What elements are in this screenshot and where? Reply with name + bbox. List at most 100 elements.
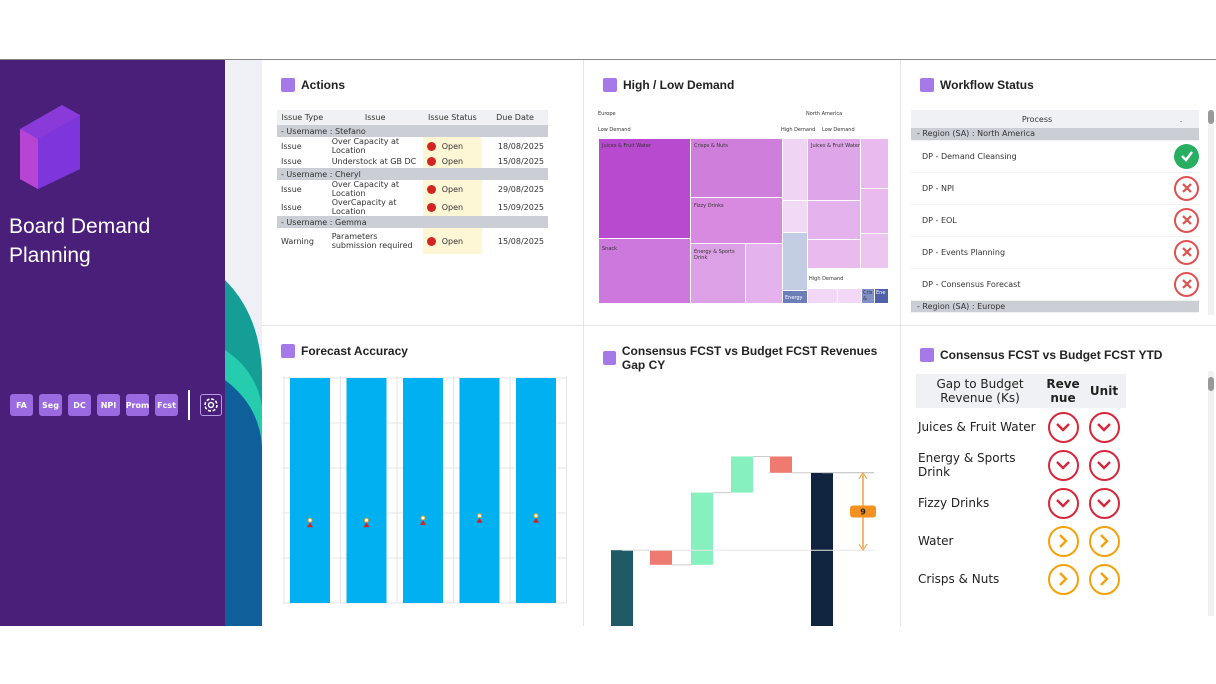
group-row[interactable]: - Username : Stefano — [277, 125, 548, 137]
tile-crisps[interactable]: Crisps & Nuts — [691, 139, 782, 197]
accuracy-bar — [459, 378, 500, 603]
table-row[interactable]: Juices & Fruit Water — [916, 408, 1126, 446]
table-row[interactable]: Crisps & Nuts — [916, 560, 1126, 598]
group-row[interactable]: - Username : Gemma — [277, 216, 548, 228]
tile[interactable] — [808, 240, 860, 268]
accuracy-chart — [282, 376, 567, 604]
waterfall-bar — [650, 550, 672, 565]
process-name: DP - Consensus Forecast — [911, 268, 1163, 301]
cell: Over Capacity at Location — [331, 180, 400, 198]
tile[interactable] — [783, 201, 807, 232]
chevron-down-icon — [1088, 411, 1120, 443]
table-row[interactable]: Issue Over Capacity at Location Open 18/08/… — [277, 137, 548, 155]
treemap: Europe North America Low Demand High Dem… — [598, 108, 888, 304]
panel-icon — [281, 78, 295, 92]
group-row[interactable]: - Region (SA) : North America — [911, 128, 1199, 141]
col-header[interactable]: Unit — [1082, 374, 1126, 408]
col-header[interactable]: Gap to Budget Revenue (Ks) — [916, 374, 1044, 408]
table-row[interactable]: Water — [916, 522, 1126, 560]
col-header[interactable]: Issue — [327, 110, 423, 125]
target-marker — [307, 517, 313, 523]
col-header[interactable]: . — [1163, 110, 1199, 128]
category-name: Fizzy Drinks — [918, 496, 990, 510]
tile[interactable] — [808, 289, 837, 303]
tile-na-ene[interactable]: Ene — [875, 289, 888, 303]
table-row[interactable]: DP - EOL — [911, 204, 1199, 237]
x-icon — [1174, 271, 1199, 297]
actual-marker — [533, 517, 539, 523]
group-row[interactable]: - Region (SA) : Europe — [911, 300, 1199, 313]
col-header[interactable]: Issue Status — [422, 110, 483, 125]
table-row[interactable]: Energy & Sports Drink — [916, 446, 1126, 484]
tile[interactable] — [838, 289, 861, 303]
dashboard: Board Demand Planning FA Seg DC NPI Prom… — [0, 59, 1216, 626]
tile[interactable] — [783, 139, 807, 200]
cell: 29/08/2025 — [497, 184, 544, 194]
cell: 15/08/2025 — [497, 236, 544, 246]
tile-energy-sports[interactable]: Energy & Sports Drink — [691, 244, 745, 303]
tile-na-juices[interactable]: Juices & Fruit Water — [808, 139, 860, 200]
table-row[interactable]: Issue OverCapacity at Location Open 15/09/2… — [277, 198, 548, 216]
actual-marker — [420, 520, 426, 525]
accuracy-panel: Forecast Accuracy — [262, 326, 584, 626]
col-header[interactable]: Reve nue — [1044, 374, 1082, 408]
table-row[interactable]: DP - Events Planning — [911, 236, 1199, 269]
tile-na-cris[interactable]: Cris & — [862, 289, 874, 303]
actual-marker — [363, 522, 370, 528]
table-row[interactable]: DP - Demand Cleansing — [911, 140, 1199, 173]
nav-fa-button[interactable]: FA — [10, 394, 33, 416]
cell: Warning — [281, 236, 314, 246]
tile-energy[interactable]: Energy — [783, 291, 807, 303]
table-row[interactable]: Issue Understock at GB DC Open 15/08/2025 — [277, 155, 548, 168]
tile[interactable] — [808, 201, 860, 239]
nav-npi-button[interactable]: NPI — [97, 394, 120, 416]
gap-badge — [850, 505, 876, 518]
chevron-right-icon — [1047, 525, 1079, 557]
nav-fcst-button[interactable]: Fcst — [155, 394, 178, 416]
tile[interactable] — [746, 244, 782, 303]
status-dot-icon — [426, 141, 436, 151]
scrollbar[interactable] — [1208, 110, 1214, 315]
panel-icon — [603, 351, 616, 365]
panel-title: Consensus FCST vs Budget FCST Revenues G… — [621, 344, 878, 372]
table-row[interactable]: DP - Consensus Forecast — [911, 268, 1199, 301]
tile-snack[interactable]: Snack — [599, 239, 690, 303]
label-na: North America — [806, 111, 843, 117]
nav-seg-button[interactable]: Seg — [39, 394, 62, 416]
gap-label: 9 — [860, 508, 866, 517]
tile[interactable] — [861, 139, 888, 188]
table-row[interactable]: Warning Parameters submission required Ope… — [277, 228, 548, 254]
tile-fizzy[interactable]: Fizzy Drinks — [691, 198, 782, 243]
process-name: DP - Demand Cleansing — [911, 140, 1163, 173]
tile[interactable] — [861, 234, 888, 268]
table-row[interactable]: DP - NPI — [911, 172, 1199, 205]
chevron-right-icon — [1047, 563, 1079, 595]
status: Open — [441, 202, 464, 212]
panel-icon — [920, 78, 934, 92]
waterfall-bar — [611, 550, 633, 626]
label-high: High Demand — [781, 127, 816, 133]
nav-prom-button[interactable]: Prom — [126, 394, 149, 416]
table-row[interactable]: Issue Over Capacity at Location Open 29/08/… — [277, 180, 548, 198]
cell: OverCapacity at Location — [331, 198, 397, 216]
col-header[interactable]: Due Date — [482, 110, 548, 125]
arrow-heads — [858, 471, 868, 552]
panel-title: Actions — [301, 78, 346, 92]
nav-buttons: FA Seg DC NPI Prom Fcst — [10, 390, 222, 420]
tile[interactable] — [861, 189, 888, 233]
nav-dc-button[interactable]: DC — [68, 394, 91, 416]
tile-juices[interactable]: Juices & Fruit Water — [599, 139, 690, 238]
label-na-low: Low Demand — [822, 127, 855, 133]
chevron-down-icon — [1088, 449, 1120, 481]
cell: Over Capacity at Location — [331, 137, 400, 155]
settings-button[interactable] — [200, 394, 222, 416]
col-header[interactable]: Issue Type — [277, 110, 328, 125]
process-name: DP - EOL — [911, 204, 1163, 237]
tile[interactable] — [783, 233, 807, 290]
scrollbar[interactable] — [1208, 371, 1214, 616]
col-header[interactable]: Process — [911, 110, 1163, 128]
chevron-down-icon — [1047, 411, 1079, 443]
target-marker — [477, 513, 482, 519]
group-row[interactable]: - Username : Cheryl — [277, 168, 548, 180]
table-row[interactable]: Fizzy Drinks — [916, 484, 1126, 522]
